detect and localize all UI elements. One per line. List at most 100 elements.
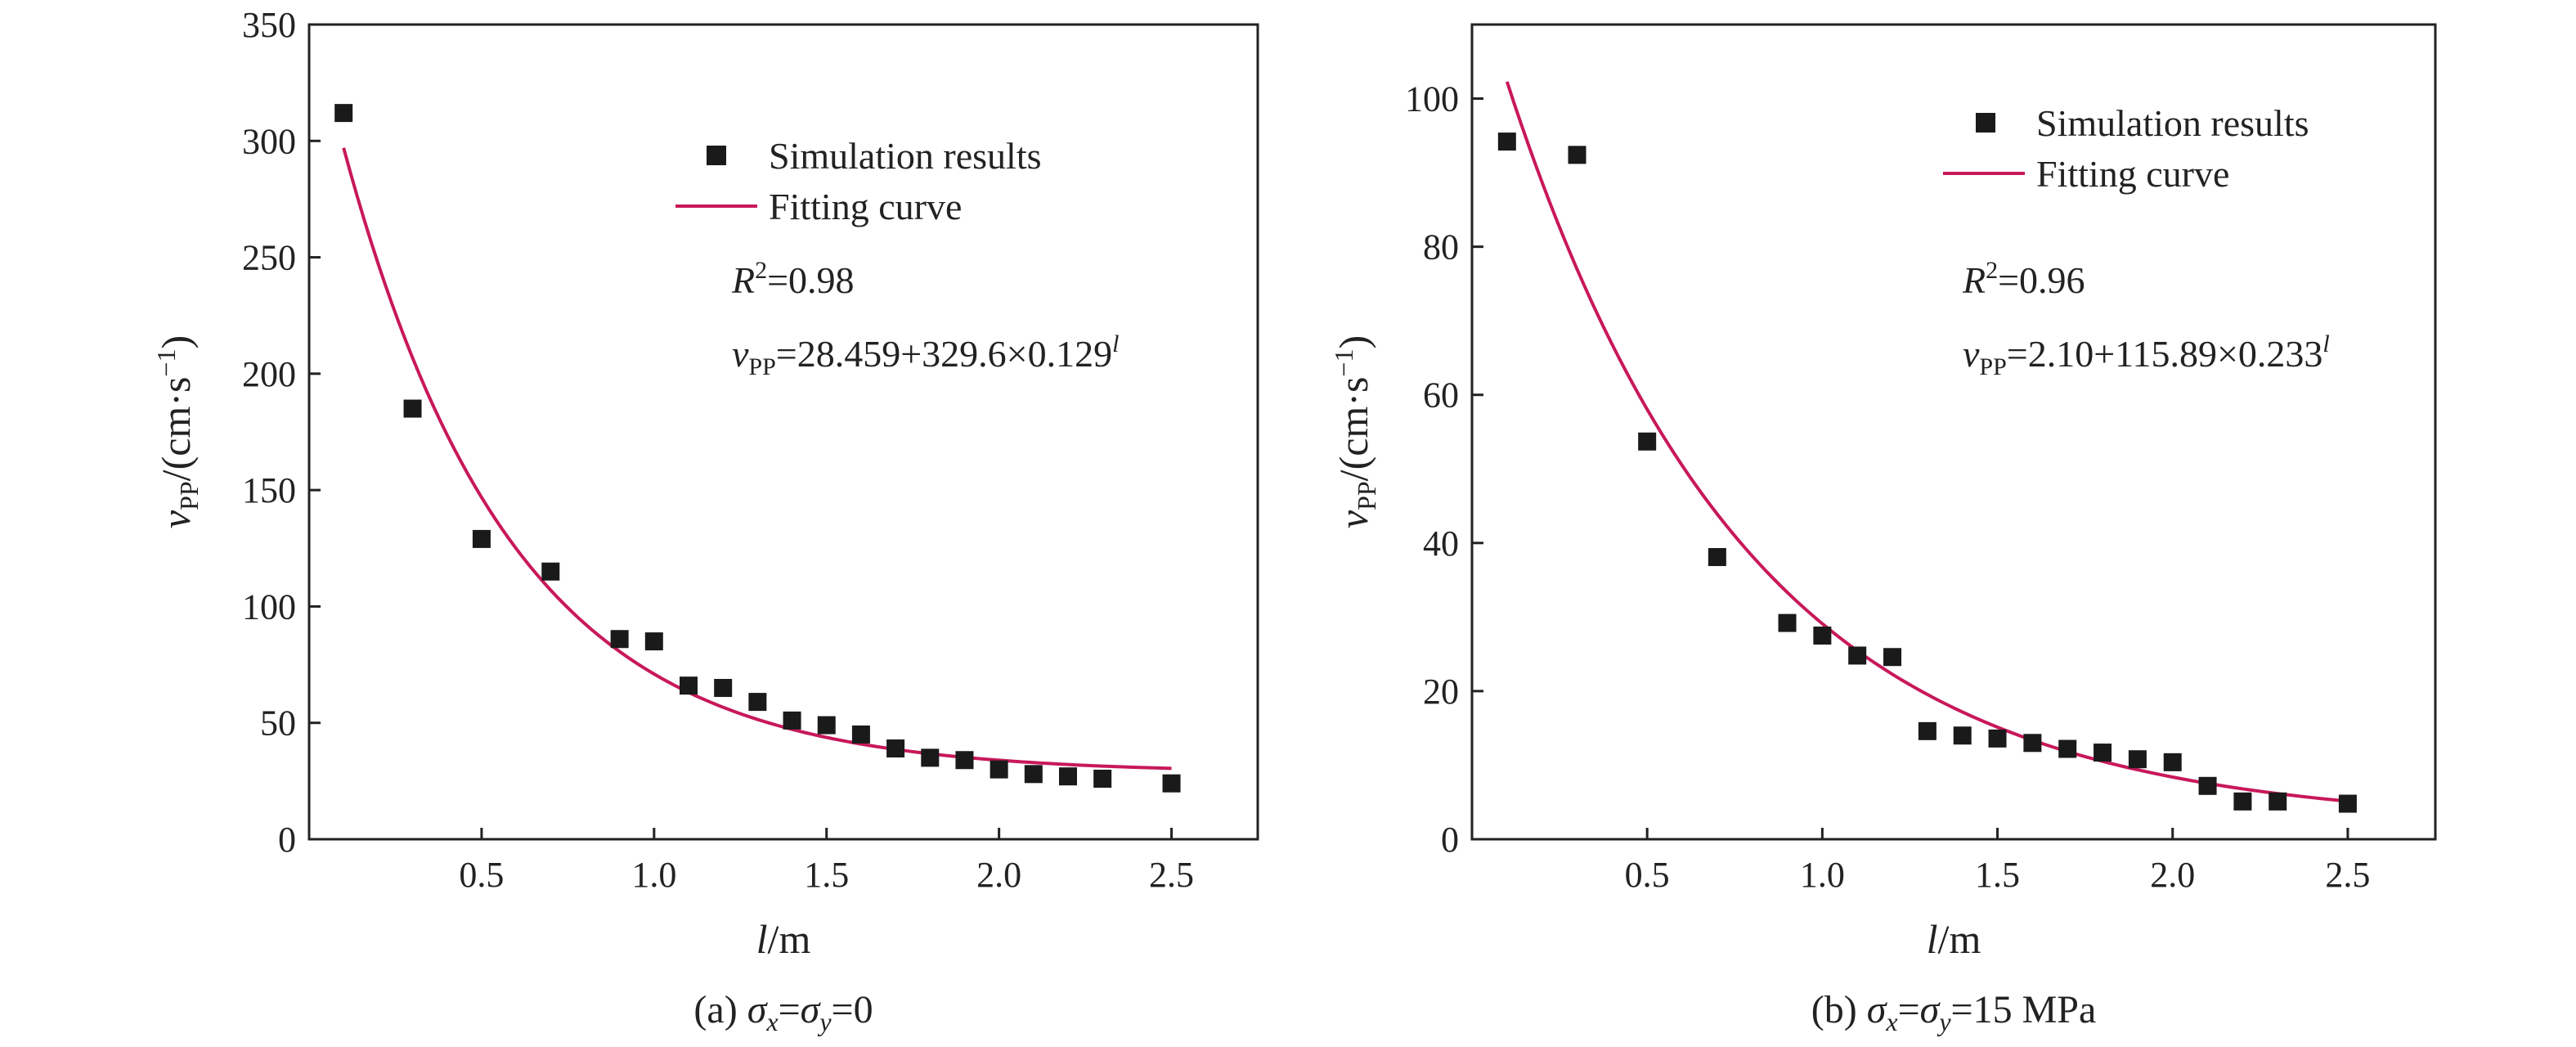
y-ticks-b: 0 20 40 60 80 100 xyxy=(1405,79,1483,860)
data-point-a xyxy=(334,104,353,123)
data-point-b xyxy=(1708,548,1726,567)
x-axis-label-var-a: l xyxy=(756,916,768,962)
data-point-a xyxy=(644,632,663,651)
fitting-curve-a xyxy=(342,147,1172,771)
r-squared-exp-b: 2 xyxy=(1986,257,1998,284)
fit-equation-exp-a: l xyxy=(1112,330,1119,357)
data-point-a xyxy=(610,630,629,649)
data-point-b xyxy=(1988,729,2007,748)
y-axis-label-exp-b: −1 xyxy=(1329,349,1358,377)
data-point-a xyxy=(817,716,836,735)
plot-frame-b xyxy=(1470,23,2437,841)
caption-sub1-a: x xyxy=(765,1007,778,1036)
y-tick-label-a: 0 xyxy=(278,820,296,860)
legend-b: Simulation results Fitting curve xyxy=(1943,102,2309,195)
caption-eq1-b: = xyxy=(1898,988,1920,1031)
data-point-b xyxy=(2058,739,2077,758)
data-point-a xyxy=(1024,765,1043,784)
caption-eq1-a: = xyxy=(779,988,801,1031)
y-tick-label-a: 200 xyxy=(242,354,296,394)
y-axis-label-a: vPP/(cm·s−1) xyxy=(151,335,204,528)
data-point-b xyxy=(1778,613,1797,632)
x-axis-label-var-b: l xyxy=(1927,916,1938,962)
y-axis-label-close-b: ) xyxy=(1331,335,1376,349)
caption-sigma2-a: σ xyxy=(801,988,822,1031)
data-point-a xyxy=(886,739,905,758)
caption-sigma2-b: σ xyxy=(1920,988,1941,1031)
data-points-b xyxy=(1497,133,2357,813)
x-tick-label-b: 2.5 xyxy=(2325,855,2370,895)
y-tick-label-b: 0 xyxy=(1441,820,1459,860)
data-points-a xyxy=(334,104,1181,793)
y-axis-label-b: vPP/(cm·s−1) xyxy=(1329,335,1381,528)
caption-prefix-a: (a) xyxy=(693,988,747,1031)
y-axis-label-sub-a: PP xyxy=(174,481,204,510)
y-tick-label-a: 150 xyxy=(242,470,296,510)
y-tick-label-a: 50 xyxy=(260,703,296,744)
caption-sub1-b: x xyxy=(1885,1007,1897,1036)
caption-sigma1-b: σ xyxy=(1867,988,1888,1031)
x-tick-label-b: 1.0 xyxy=(1800,855,1845,895)
r-squared-var-a: R xyxy=(731,259,755,301)
r-squared-a: R2=0.98 xyxy=(731,257,855,301)
data-point-a xyxy=(403,399,422,418)
x-axis-label-unit-a: /m xyxy=(768,916,811,962)
data-point-a xyxy=(955,751,974,770)
x-tick-label-a: 1.5 xyxy=(804,855,849,895)
legend-marker-b xyxy=(1976,113,1995,133)
x-axis-label-b: l/m xyxy=(1927,916,1981,962)
r-squared-var-b: R xyxy=(1962,259,1986,301)
x-ticks-b: 0.5 1.0 1.5 2.0 2.5 xyxy=(1625,828,2370,895)
data-point-b xyxy=(2198,776,2217,795)
data-point-b xyxy=(2338,794,2357,813)
data-point-a xyxy=(921,748,940,767)
data-point-a xyxy=(714,679,733,698)
caption-a: (a) σx=σy=0 xyxy=(693,988,873,1036)
y-tick-label-a: 100 xyxy=(242,586,296,627)
data-point-a xyxy=(748,693,767,712)
caption-sub2-a: y xyxy=(817,1007,832,1036)
x-tick-label-a: 2.5 xyxy=(1149,855,1194,895)
data-point-b xyxy=(2128,750,2147,769)
legend-marker-a xyxy=(707,146,726,165)
data-point-b xyxy=(1568,146,1586,164)
data-point-a xyxy=(1162,774,1181,793)
y-tick-label-a: 350 xyxy=(242,5,296,45)
data-point-b xyxy=(2233,792,2252,811)
y-tick-label-b: 20 xyxy=(1423,672,1459,712)
data-point-a xyxy=(541,562,560,581)
data-point-b xyxy=(1848,646,1867,665)
y-tick-label-b: 60 xyxy=(1423,375,1459,416)
x-tick-label-a: 0.5 xyxy=(459,855,504,895)
data-point-b xyxy=(2269,792,2287,811)
y-axis-label-var-b: v xyxy=(1331,510,1376,528)
data-point-b xyxy=(2023,734,2042,753)
data-point-a xyxy=(1093,770,1112,789)
fit-equation-exp-b: l xyxy=(2322,330,2329,357)
data-point-a xyxy=(472,529,491,548)
caption-rest-b: =15 MPa xyxy=(1951,988,2097,1031)
data-point-b xyxy=(2163,753,2182,771)
x-tick-label-a: 2.0 xyxy=(976,855,1021,895)
legend-line-label-b: Fitting curve xyxy=(2036,153,2229,195)
data-point-a xyxy=(1059,767,1077,786)
legend-points-label-b: Simulation results xyxy=(2036,102,2309,144)
y-axis-label-sub-b: PP xyxy=(1352,481,1381,510)
r-squared-exp-a: 2 xyxy=(755,257,767,284)
y-tick-label-b: 80 xyxy=(1423,227,1459,267)
y-tick-label-b: 100 xyxy=(1405,79,1459,119)
r-squared-value-a: =0.98 xyxy=(767,259,854,301)
y-axis-label-close-a: ) xyxy=(153,335,199,349)
x-axis-label-unit-b: /m xyxy=(1938,916,1981,962)
fit-equation-sub-b: PP xyxy=(1979,353,2006,380)
data-point-b xyxy=(1883,648,1902,667)
y-axis-label-unit-a: /(cm·s xyxy=(153,377,199,482)
y-ticks-a: 0 50 100 150 200 250 300 350 xyxy=(242,5,321,860)
panel-b: 0 20 40 60 80 100 0.5 1.0 1.5 2.0 2.5 Simulation … xyxy=(1329,23,2437,1036)
fit-equation-var-a: v xyxy=(732,333,749,375)
y-tick-label-b: 40 xyxy=(1423,524,1459,564)
caption-prefix-b: (b) xyxy=(1811,988,1867,1031)
y-tick-label-a: 300 xyxy=(242,121,296,161)
y-axis-label-var-a: v xyxy=(153,510,199,528)
